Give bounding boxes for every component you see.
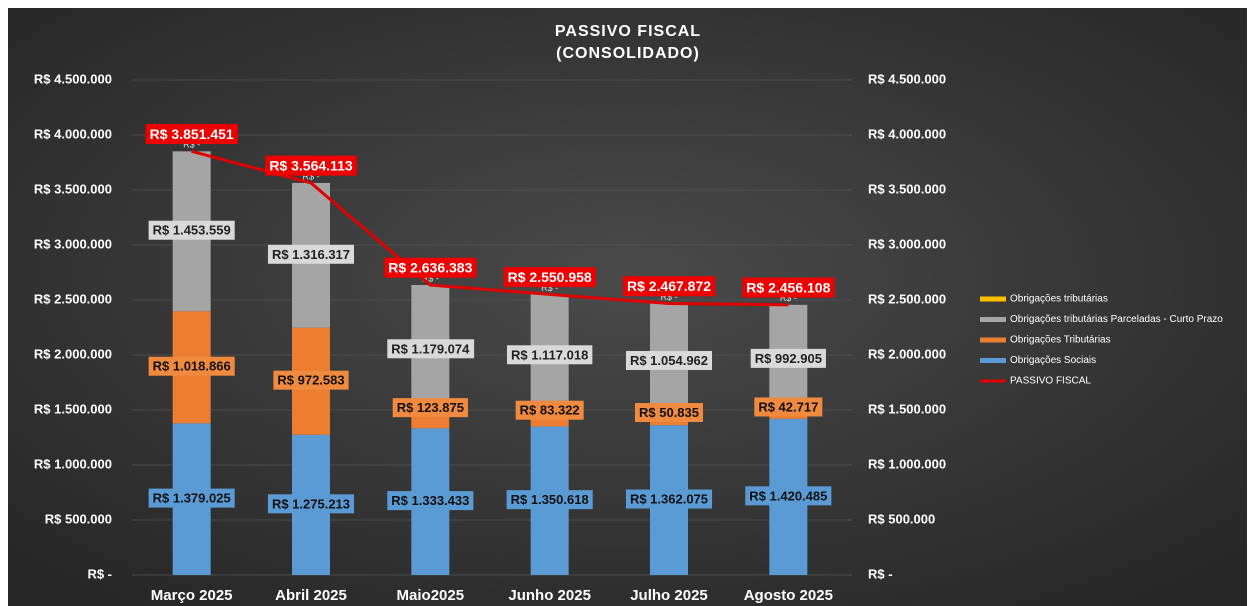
chart-subtitle: (CONSOLIDADO) [556, 45, 700, 62]
data-label-box [148, 220, 235, 240]
legend-swatch [980, 296, 1006, 302]
data-label: R$ 1.362.075 [630, 492, 708, 507]
y2-tick-label: R$ 4.500.000 [868, 71, 946, 86]
data-label: R$ - [302, 171, 319, 181]
legend-label: Obrigações Sociais [1010, 355, 1096, 366]
data-label-box [503, 267, 596, 288]
data-label: R$ 1.117.018 [511, 347, 588, 362]
y-tick-label: R$ 4.000.000 [34, 126, 112, 141]
y-tick-label: R$ 3.500.000 [34, 181, 112, 196]
legend-swatch [980, 337, 1006, 343]
data-label-box [265, 155, 357, 176]
data-label: R$ 3.564.113 [269, 158, 353, 174]
legend-swatch [980, 379, 1006, 383]
y2-tick-label: R$ 1.500.000 [868, 401, 946, 416]
data-label-box [622, 276, 716, 297]
x-tick-label: Agosto 2025 [744, 587, 833, 604]
data-label: R$ - [660, 292, 677, 302]
y-tick-label: R$ 1.500.000 [34, 401, 112, 416]
data-label: R$ 2.550.958 [508, 269, 592, 285]
legend-label: PASSIVO FISCAL [1010, 376, 1091, 387]
data-label: R$ 123.875 [397, 400, 464, 415]
y-tick-label: R$ 4.500.000 [34, 71, 112, 86]
data-label-box [267, 494, 355, 514]
y2-tick-label: R$ 1.000.000 [868, 456, 946, 471]
data-label: R$ 1.275.213 [272, 496, 350, 511]
legend-swatch [980, 317, 1006, 322]
legend-swatch [980, 358, 1006, 363]
y-tick-label: R$ 3.000.000 [34, 236, 112, 251]
y2-tick-label: R$ 500.000 [868, 511, 935, 526]
bar-segment [411, 414, 450, 429]
data-label-box [754, 397, 823, 417]
y-tick-label: R$ 2.000.000 [34, 346, 112, 361]
data-label: R$ - [183, 140, 200, 150]
legend-label: Obrigações Tributárias [1010, 335, 1111, 346]
data-label: R$ - [422, 273, 439, 283]
data-label-box [387, 339, 475, 359]
data-label-box [506, 345, 593, 365]
data-label: R$ 1.350.618 [511, 492, 589, 507]
data-label-box [742, 277, 835, 298]
data-label-box [384, 257, 477, 278]
y2-tick-label: R$ 3.500.000 [868, 181, 946, 196]
x-tick-label: Julho 2025 [630, 587, 708, 604]
data-label: R$ 1.379.025 [153, 491, 231, 506]
x-tick-label: Maio2025 [397, 587, 465, 604]
data-label: R$ 1.179.074 [391, 341, 470, 356]
x-tick-label: Junho 2025 [508, 587, 591, 604]
legend-label: Obrigações tributárias [1010, 294, 1108, 305]
data-label: R$ 1.018.866 [153, 359, 231, 374]
data-label: R$ 42.717 [758, 399, 818, 414]
data-label: R$ 83.322 [520, 403, 580, 418]
y2-tick-label: R$ 3.000.000 [868, 236, 946, 251]
chart-title: PASSIVO FISCAL [555, 23, 701, 40]
data-label-box [750, 348, 826, 368]
data-label-box [148, 356, 235, 376]
y2-tick-label: R$ 2.500.000 [868, 291, 946, 306]
data-label: R$ 2.456.108 [746, 280, 830, 296]
legend-label: Obrigações tributárias Parceladas - Curt… [1010, 314, 1223, 325]
data-label: R$ - [541, 283, 558, 293]
data-label: R$ 1.453.559 [153, 223, 231, 238]
data-label: R$ 2.636.383 [388, 260, 472, 276]
data-label-box [745, 486, 832, 506]
data-label-box [273, 370, 349, 390]
y-tick-label: R$ 2.500.000 [34, 291, 112, 306]
y-tick-label: R$ 500.000 [45, 511, 112, 526]
data-label: R$ 992.905 [755, 351, 822, 366]
y2-tick-label: R$ - [868, 566, 893, 581]
data-label-box [145, 124, 238, 145]
y-tick-label: R$ - [87, 566, 112, 581]
data-label: R$ 1.054.962 [630, 353, 708, 368]
bar-segment [530, 417, 569, 427]
data-label-box [635, 403, 703, 423]
y-tick-label: R$ 1.000.000 [34, 456, 112, 471]
line-series [191, 149, 789, 307]
data-label: R$ 2.467.872 [627, 278, 711, 294]
bar-segment [650, 419, 688, 426]
data-label-box [387, 491, 474, 511]
data-label: R$ 972.583 [277, 373, 344, 388]
data-label-box [148, 488, 235, 508]
data-label-box [515, 400, 584, 420]
y2-tick-label: R$ 2.000.000 [868, 346, 946, 361]
data-label: R$ 3.851.451 [150, 126, 234, 142]
data-label: R$ 50.835 [639, 405, 699, 420]
data-label: R$ - [780, 293, 797, 303]
data-label: R$ 1.333.433 [391, 493, 469, 508]
data-label: R$ 1.420.485 [749, 488, 827, 503]
data-label: R$ 1.316.317 [272, 247, 350, 262]
data-label-box [625, 350, 713, 370]
x-tick-label: Março 2025 [151, 587, 233, 604]
y2-tick-label: R$ 4.000.000 [868, 126, 946, 141]
data-label-box [625, 489, 713, 509]
data-label-box [392, 398, 468, 418]
data-label-box [506, 490, 593, 510]
data-label-box [267, 244, 355, 264]
x-tick-label: Abril 2025 [275, 587, 347, 604]
